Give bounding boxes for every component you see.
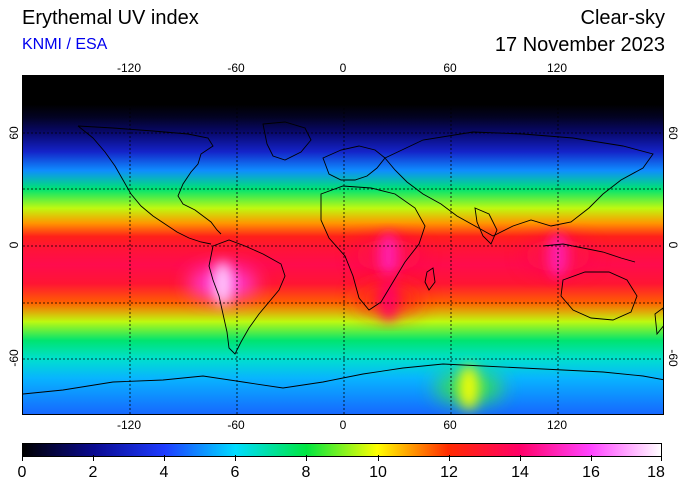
north-america-west-coast bbox=[77, 125, 212, 245]
data-source-label: KNMI / ESA bbox=[22, 36, 108, 53]
lon-tick-bottom: 0 bbox=[339, 418, 347, 432]
lon-tick-bottom: 60 bbox=[443, 418, 457, 432]
graticule bbox=[23, 76, 663, 414]
lat-tick-right: 60 bbox=[666, 126, 680, 140]
lon-tick-top: -60 bbox=[227, 61, 245, 75]
map-date: 17 November 2023 bbox=[494, 34, 665, 56]
colorbar-label: 10 bbox=[369, 464, 387, 481]
lat-tick-right: 0 bbox=[666, 241, 680, 249]
colorbar-tick bbox=[449, 455, 450, 461]
lat-tick-right: -60 bbox=[666, 349, 680, 367]
lat-tick-left: 60 bbox=[7, 126, 21, 140]
lon-tick-bottom: -60 bbox=[227, 418, 245, 432]
madagascar-coastline bbox=[424, 267, 436, 291]
lon-tick-top: 120 bbox=[546, 61, 568, 75]
coastline-layer bbox=[23, 121, 663, 395]
australia-coastline bbox=[560, 271, 638, 321]
lon-tick-bottom: 120 bbox=[546, 418, 568, 432]
colorbar-tick bbox=[661, 455, 662, 461]
uv-colorbar bbox=[22, 443, 662, 457]
colorbar-label: 12 bbox=[440, 464, 458, 481]
india-coastline bbox=[474, 207, 498, 245]
uv-hotspot-layer bbox=[188, 233, 592, 410]
lon-tick-bottom: -120 bbox=[116, 418, 142, 432]
colorbar-tick bbox=[93, 455, 94, 461]
asia-coastline bbox=[384, 131, 654, 237]
uv-index-heatmap bbox=[23, 76, 663, 414]
uv-hotspot-core bbox=[378, 276, 399, 321]
colorbar-label: 8 bbox=[301, 464, 311, 481]
colorbar-label: 16 bbox=[582, 464, 600, 481]
antarctica-coastline bbox=[23, 363, 663, 395]
africa-coastline bbox=[320, 185, 426, 311]
colorbar-label: 18 bbox=[647, 464, 665, 481]
lon-tick-top: 0 bbox=[339, 61, 347, 75]
sky-condition-label: Clear-sky bbox=[580, 7, 665, 29]
colorbar-tick bbox=[591, 455, 592, 461]
uv-index-map bbox=[22, 75, 664, 415]
colorbar-tick bbox=[235, 455, 236, 461]
map-title: Erythemal UV index bbox=[22, 7, 199, 29]
uv-hotspot-core bbox=[458, 365, 479, 410]
colorbar-label: 6 bbox=[230, 464, 240, 481]
colorbar-tick bbox=[520, 455, 521, 461]
uv-hotspot-core bbox=[378, 233, 399, 278]
colorbar-label: 2 bbox=[88, 464, 98, 481]
colorbar-tick bbox=[306, 455, 307, 461]
lat-tick-left: 0 bbox=[7, 241, 21, 249]
new-zealand-coastline bbox=[654, 307, 663, 336]
colorbar-label: 0 bbox=[17, 464, 27, 481]
lon-tick-top: -120 bbox=[116, 61, 142, 75]
uv-hotspot-core bbox=[212, 261, 233, 306]
colorbar-label: 14 bbox=[511, 464, 529, 481]
indonesia-coastline bbox=[542, 243, 636, 263]
south-america-coastline bbox=[208, 239, 286, 355]
colorbar-tick bbox=[22, 455, 23, 461]
colorbar-tick bbox=[164, 455, 165, 461]
greenland-coastline bbox=[262, 121, 312, 161]
lon-tick-top: 60 bbox=[443, 61, 457, 75]
europe-coastline bbox=[322, 145, 386, 181]
colorbar-tick bbox=[378, 455, 379, 461]
colorbar-label: 4 bbox=[159, 464, 169, 481]
lat-tick-left: -60 bbox=[7, 349, 21, 367]
